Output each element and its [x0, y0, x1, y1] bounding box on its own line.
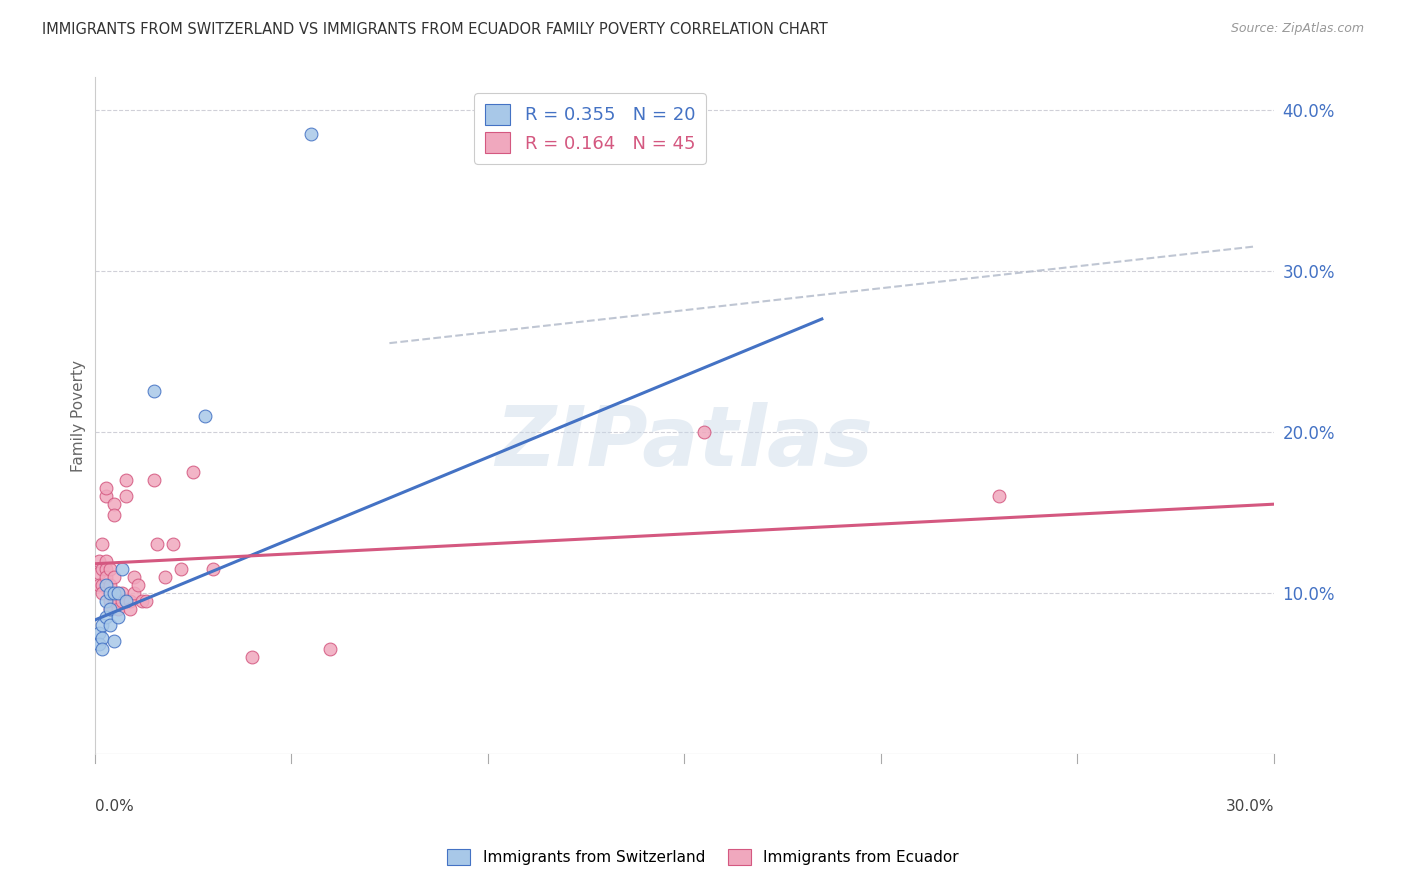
- Point: [96, 561, 118, 575]
- Y-axis label: Family Poverty: Family Poverty: [72, 359, 86, 472]
- Point: [162, 537, 184, 551]
- Point: [107, 610, 129, 624]
- Point: [96, 569, 118, 583]
- Point: [91, 642, 114, 657]
- Point: [170, 561, 193, 575]
- Point: [118, 594, 141, 608]
- Point: [107, 602, 129, 616]
- Point: [111, 594, 134, 608]
- Text: Source: ZipAtlas.com: Source: ZipAtlas.com: [1230, 22, 1364, 36]
- Text: 30.0%: 30.0%: [1226, 799, 1274, 814]
- Legend: R = 0.355   N = 20, R = 0.164   N = 45: R = 0.355 N = 20, R = 0.164 N = 45: [474, 94, 706, 164]
- Point: [91, 618, 114, 632]
- Point: [87, 577, 110, 591]
- Point: [96, 610, 118, 624]
- Point: [111, 586, 134, 600]
- Point: [194, 409, 217, 423]
- Point: [87, 637, 110, 651]
- Point: [91, 631, 114, 645]
- Point: [107, 586, 129, 600]
- Point: [115, 594, 138, 608]
- Point: [98, 577, 121, 591]
- Point: [122, 586, 145, 600]
- Point: [103, 586, 125, 600]
- Point: [91, 537, 114, 551]
- Point: [115, 473, 138, 487]
- Point: [122, 569, 145, 583]
- Point: [107, 594, 129, 608]
- Point: [319, 642, 342, 657]
- Point: [693, 425, 716, 439]
- Text: IMMIGRANTS FROM SWITZERLAND VS IMMIGRANTS FROM ECUADOR FAMILY POVERTY CORRELATIO: IMMIGRANTS FROM SWITZERLAND VS IMMIGRANT…: [42, 22, 828, 37]
- Point: [107, 586, 129, 600]
- Point: [142, 473, 165, 487]
- Legend: Immigrants from Switzerland, Immigrants from Ecuador: Immigrants from Switzerland, Immigrants …: [441, 843, 965, 871]
- Point: [98, 618, 121, 632]
- Point: [98, 602, 121, 616]
- Point: [91, 586, 114, 600]
- Point: [103, 497, 125, 511]
- Point: [96, 594, 118, 608]
- Point: [103, 634, 125, 648]
- Point: [87, 553, 110, 567]
- Point: [87, 626, 110, 640]
- Point: [240, 650, 263, 665]
- Point: [118, 602, 141, 616]
- Point: [87, 566, 110, 581]
- Point: [98, 602, 121, 616]
- Text: 0.0%: 0.0%: [94, 799, 134, 814]
- Point: [127, 577, 149, 591]
- Point: [103, 569, 125, 583]
- Point: [96, 481, 118, 495]
- Point: [987, 489, 1010, 503]
- Point: [201, 561, 224, 575]
- Point: [155, 569, 177, 583]
- Point: [98, 561, 121, 575]
- Point: [96, 577, 118, 591]
- Point: [103, 594, 125, 608]
- Text: ZIPatlas: ZIPatlas: [495, 402, 873, 483]
- Point: [181, 465, 204, 479]
- Point: [98, 594, 121, 608]
- Point: [135, 594, 157, 608]
- Point: [299, 127, 322, 141]
- Point: [96, 489, 118, 503]
- Point: [142, 384, 165, 399]
- Point: [91, 561, 114, 575]
- Point: [98, 586, 121, 600]
- Point: [146, 537, 169, 551]
- Point: [131, 594, 153, 608]
- Point: [115, 489, 138, 503]
- Point: [91, 577, 114, 591]
- Point: [96, 553, 118, 567]
- Point: [111, 561, 134, 575]
- Point: [103, 508, 125, 523]
